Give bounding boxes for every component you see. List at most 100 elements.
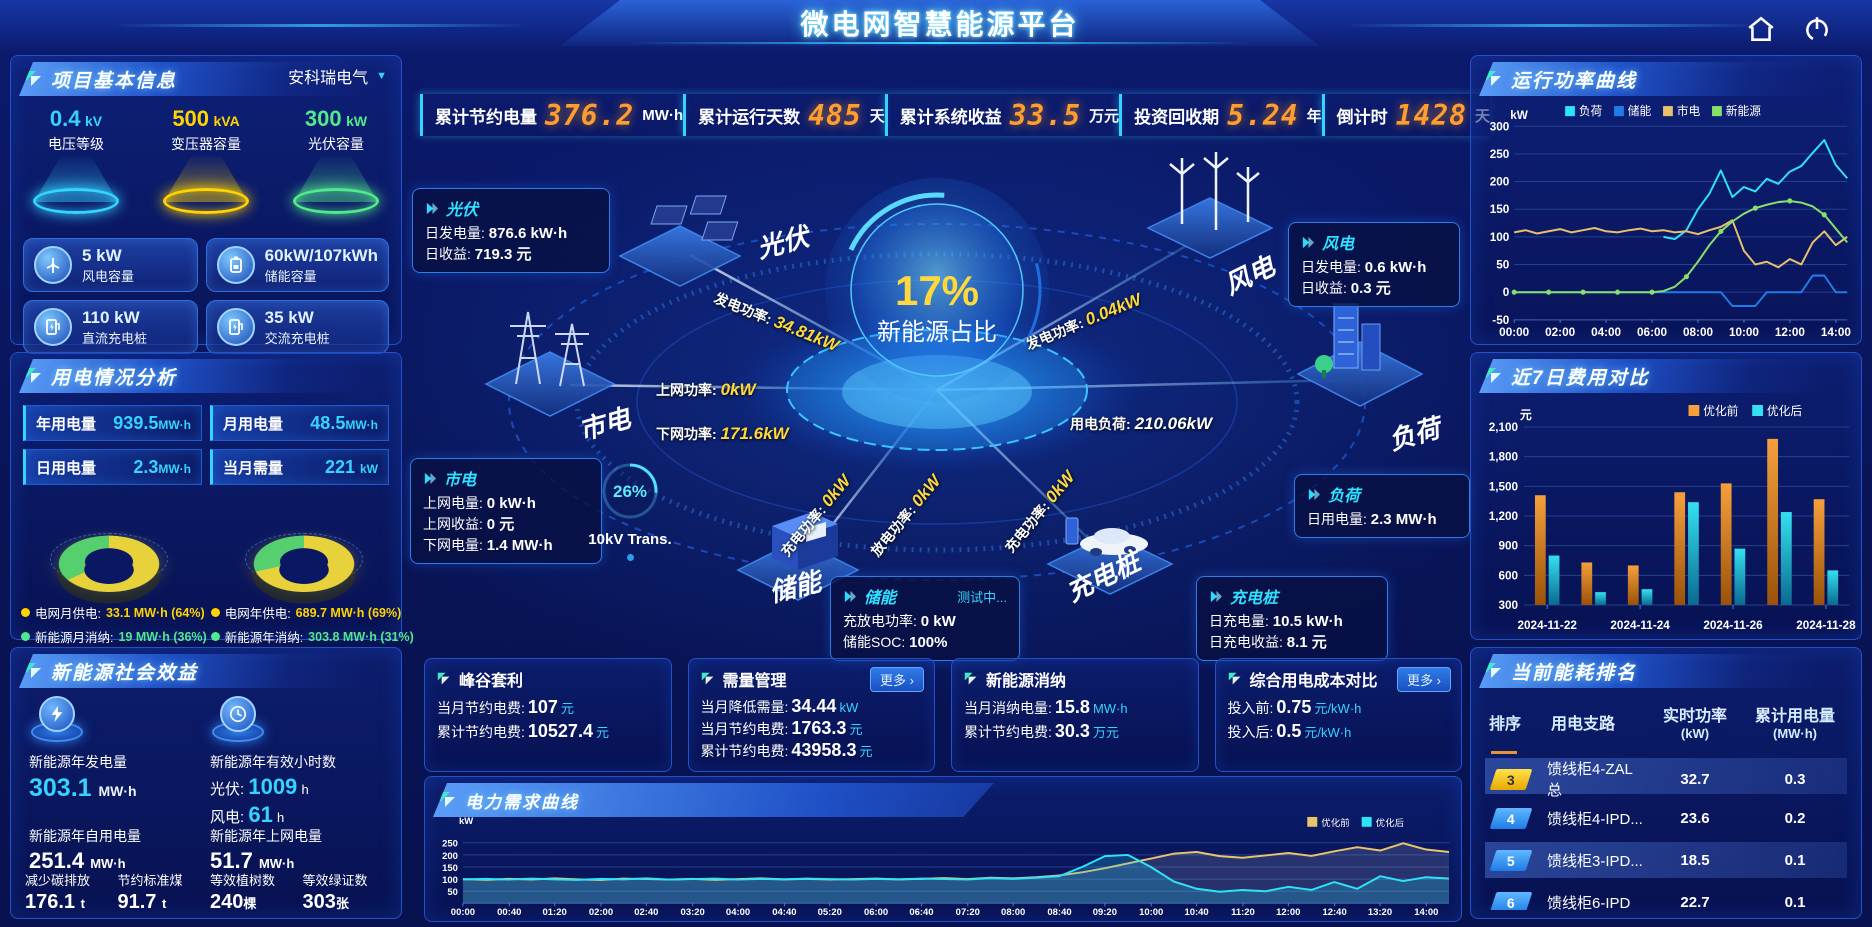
svg-text:元: 元: [1520, 408, 1532, 422]
svg-text:04:40: 04:40: [772, 906, 796, 917]
svg-text:02:40: 02:40: [634, 906, 658, 917]
svg-text:300: 300: [1499, 598, 1519, 612]
svg-text:04:00: 04:00: [1591, 325, 1621, 339]
wind-info-box: 风电 日发电量: 0.6 kW·h 日收益: 0.3 元: [1288, 222, 1460, 307]
svg-text:03:20: 03:20: [681, 906, 705, 917]
svg-text:12:00: 12:00: [1775, 325, 1805, 339]
svg-text:07:20: 07:20: [956, 906, 980, 917]
social-self-use: 新能源年自用电量 251.4 MW·h: [29, 828, 141, 873]
svg-text:600: 600: [1499, 568, 1519, 582]
svg-text:-50: -50: [1492, 313, 1509, 327]
more-button[interactable]: 更多 ›: [1397, 667, 1451, 692]
svg-text:01:20: 01:20: [543, 906, 567, 917]
corner-icon: [26, 368, 41, 383]
podium-pv-capacity: 300 kW 光伏容量: [281, 106, 391, 228]
panel-social-benefit: 新能源社会效益 新能源年发电量 303.1 MW·h 新能源年有效小时数 光伏:…: [10, 647, 402, 919]
company-name: 安科瑞电气: [288, 70, 369, 87]
donut-month: [44, 499, 174, 595]
panel-title: 项目基本信息: [51, 70, 178, 92]
svg-text:10:00: 10:00: [1139, 906, 1163, 917]
svg-text:06:00: 06:00: [1637, 325, 1667, 339]
panel-project-header: 项目基本信息: [19, 62, 382, 96]
svg-text:09:20: 09:20: [1093, 906, 1117, 917]
chevron-down-icon: ▼: [376, 70, 387, 82]
rank-badge: 4: [1489, 807, 1533, 829]
svg-text:2,100: 2,100: [1489, 420, 1519, 434]
svg-text:1,500: 1,500: [1489, 479, 1519, 493]
grid-node: [484, 311, 616, 417]
chevron-right-icon: [1302, 236, 1314, 248]
panel-demand-header: 电力需求曲线: [433, 783, 994, 817]
svg-text:05:20: 05:20: [818, 906, 842, 917]
svg-text:优化前: 优化前: [1321, 817, 1349, 828]
chevron-right-icon: [1210, 590, 1222, 602]
svg-text:00:00: 00:00: [451, 906, 475, 917]
power-icon[interactable]: [1802, 14, 1832, 44]
panel-title: 运行功率曲线: [1511, 70, 1638, 92]
run-power-chart: 300 250 200 150 100 50 0 -50 kW 00:00 02:00 04:00 06…: [1475, 98, 1857, 340]
load-node: [1296, 303, 1424, 407]
chevron-right-icon: [426, 202, 438, 214]
svg-text:优化后: 优化后: [1767, 404, 1802, 418]
svg-text:kW: kW: [459, 815, 473, 826]
wind-node: [1146, 152, 1274, 259]
svg-text:12:00: 12:00: [1276, 906, 1300, 917]
svg-text:900: 900: [1499, 539, 1519, 553]
spoke-load-power: 用电负荷: 210.06kW: [1070, 414, 1213, 433]
table-row[interactable]: 6 馈线柜6-IPD 22.7 0.1: [1485, 884, 1847, 910]
svg-text:新能源: 新能源: [1726, 104, 1761, 118]
company-dropdown[interactable]: 安科瑞电气 ▼: [288, 64, 387, 88]
svg-text:1,200: 1,200: [1489, 509, 1519, 523]
scroll-indicator: [1491, 751, 1517, 754]
legend-grid-year: 电网年供电: 689.7 MW·h (69%): [210, 603, 414, 622]
carousel-dot[interactable]: [626, 554, 634, 561]
svg-text:1,800: 1,800: [1489, 450, 1519, 464]
wind-icon: [34, 246, 72, 284]
panel-title: 新能源社会效益: [51, 662, 199, 684]
svg-text:优化后: 优化后: [1376, 817, 1404, 828]
more-button[interactable]: 更多 ›: [870, 667, 924, 692]
table-row[interactable]: 5 馈线柜3-IPD... 18.5 0.1: [1485, 842, 1847, 878]
legend-grid-month: 电网月供电: 33.1 MW·h (64%): [21, 603, 207, 622]
svg-text:2024-11-22: 2024-11-22: [1518, 618, 1578, 632]
svg-text:200: 200: [1490, 174, 1510, 188]
stat-year-energy: 年用电量 939.5MW·h: [23, 405, 202, 441]
social-export: 新能源年上网电量 51.7 MW·h: [210, 828, 322, 873]
rank-badge: 5: [1489, 849, 1533, 871]
home-icon[interactable]: [1746, 14, 1776, 44]
dc-charger-icon: [34, 308, 72, 346]
svg-text:12:40: 12:40: [1323, 906, 1347, 917]
stat-day-energy: 日用电量 2.3MW·h: [23, 449, 202, 485]
svg-text:00:40: 00:40: [497, 906, 521, 917]
corner-icon: [964, 672, 977, 685]
panel-power-header: 用电情况分析: [19, 359, 382, 393]
app-title-bar: 微电网智慧能源平台: [560, 0, 1320, 46]
svg-text:250: 250: [442, 838, 458, 849]
table-row[interactable]: 4 馈线柜4-IPD... 23.6 0.2: [1485, 800, 1847, 836]
stat-month-demand: 当月需量 221 kW: [210, 449, 389, 485]
panel-cost-compare: 综合用电成本对比 更多 › 投入前: 0.75 元/kW·h 投入后: 0.5 元/kW…: [1214, 658, 1462, 772]
social-certs: 等效绿证数 303张: [302, 873, 368, 913]
transformer-gauge: 26% 10kV Trans.: [582, 458, 678, 561]
panel-newenergy-consume: 新能源消纳 当月消纳电量: 15.8 MW·h 累计节约电费: 30.3 万元: [951, 658, 1199, 772]
svg-text:0: 0: [1503, 285, 1510, 299]
grid-info-box: 市电 上网电量: 0 kW·h 上网收益: 0 元 下网电量: 1.4 MW·h: [410, 458, 602, 564]
legend-newenergy-month: 新能源月消纳: 19 MW·h (36%): [21, 627, 207, 646]
svg-text:2024-11-28: 2024-11-28: [1796, 618, 1856, 632]
newenergy-percent: 17%: [895, 267, 979, 314]
storage-node: [736, 512, 860, 601]
storage-info-box: 储能 测试中... 充放电功率: 0 kW 储能SOC: 100%: [830, 576, 1020, 661]
corner-icon: [440, 792, 455, 807]
light-cone: [294, 156, 378, 202]
svg-text:14:00: 14:00: [1821, 325, 1851, 339]
svg-text:负荷: 负荷: [1579, 104, 1603, 118]
podium-ring: [33, 188, 119, 214]
svg-text:14:00: 14:00: [1414, 906, 1438, 917]
panel-title: 近7日费用对比: [1511, 367, 1650, 389]
svg-text:08:00: 08:00: [1001, 906, 1025, 917]
rank-badge: 3: [1489, 768, 1533, 790]
corner-icon: [26, 663, 41, 678]
svg-text:优化前: 优化前: [1703, 404, 1738, 418]
table-row[interactable]: 3 馈线柜4-ZAL总 32.7 0.3: [1485, 758, 1847, 799]
